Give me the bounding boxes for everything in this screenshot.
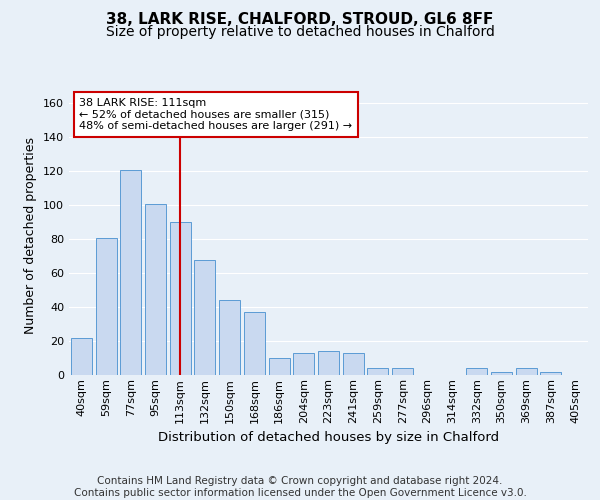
Text: 38, LARK RISE, CHALFORD, STROUD, GL6 8FF: 38, LARK RISE, CHALFORD, STROUD, GL6 8FF [106,12,494,28]
Bar [367,368,388,375]
Bar [392,368,413,375]
Y-axis label: Number of detached properties: Number of detached properties [25,136,37,334]
Bar [541,372,562,375]
Text: Size of property relative to detached houses in Chalford: Size of property relative to detached ho… [106,25,494,39]
Bar [466,368,487,375]
Bar [269,358,290,375]
Bar [293,353,314,375]
Bar [516,368,537,375]
Bar [170,222,191,375]
Bar [244,312,265,375]
Bar [71,338,92,375]
Bar [219,300,240,375]
Bar [95,238,116,375]
Bar [145,204,166,375]
Bar [491,372,512,375]
Text: 38 LARK RISE: 111sqm
← 52% of detached houses are smaller (315)
48% of semi-deta: 38 LARK RISE: 111sqm ← 52% of detached h… [79,98,353,131]
Text: Contains HM Land Registry data © Crown copyright and database right 2024.
Contai: Contains HM Land Registry data © Crown c… [74,476,526,498]
Bar [343,353,364,375]
Bar [120,170,141,375]
Bar [318,351,339,375]
X-axis label: Distribution of detached houses by size in Chalford: Distribution of detached houses by size … [158,431,499,444]
Bar [194,260,215,375]
